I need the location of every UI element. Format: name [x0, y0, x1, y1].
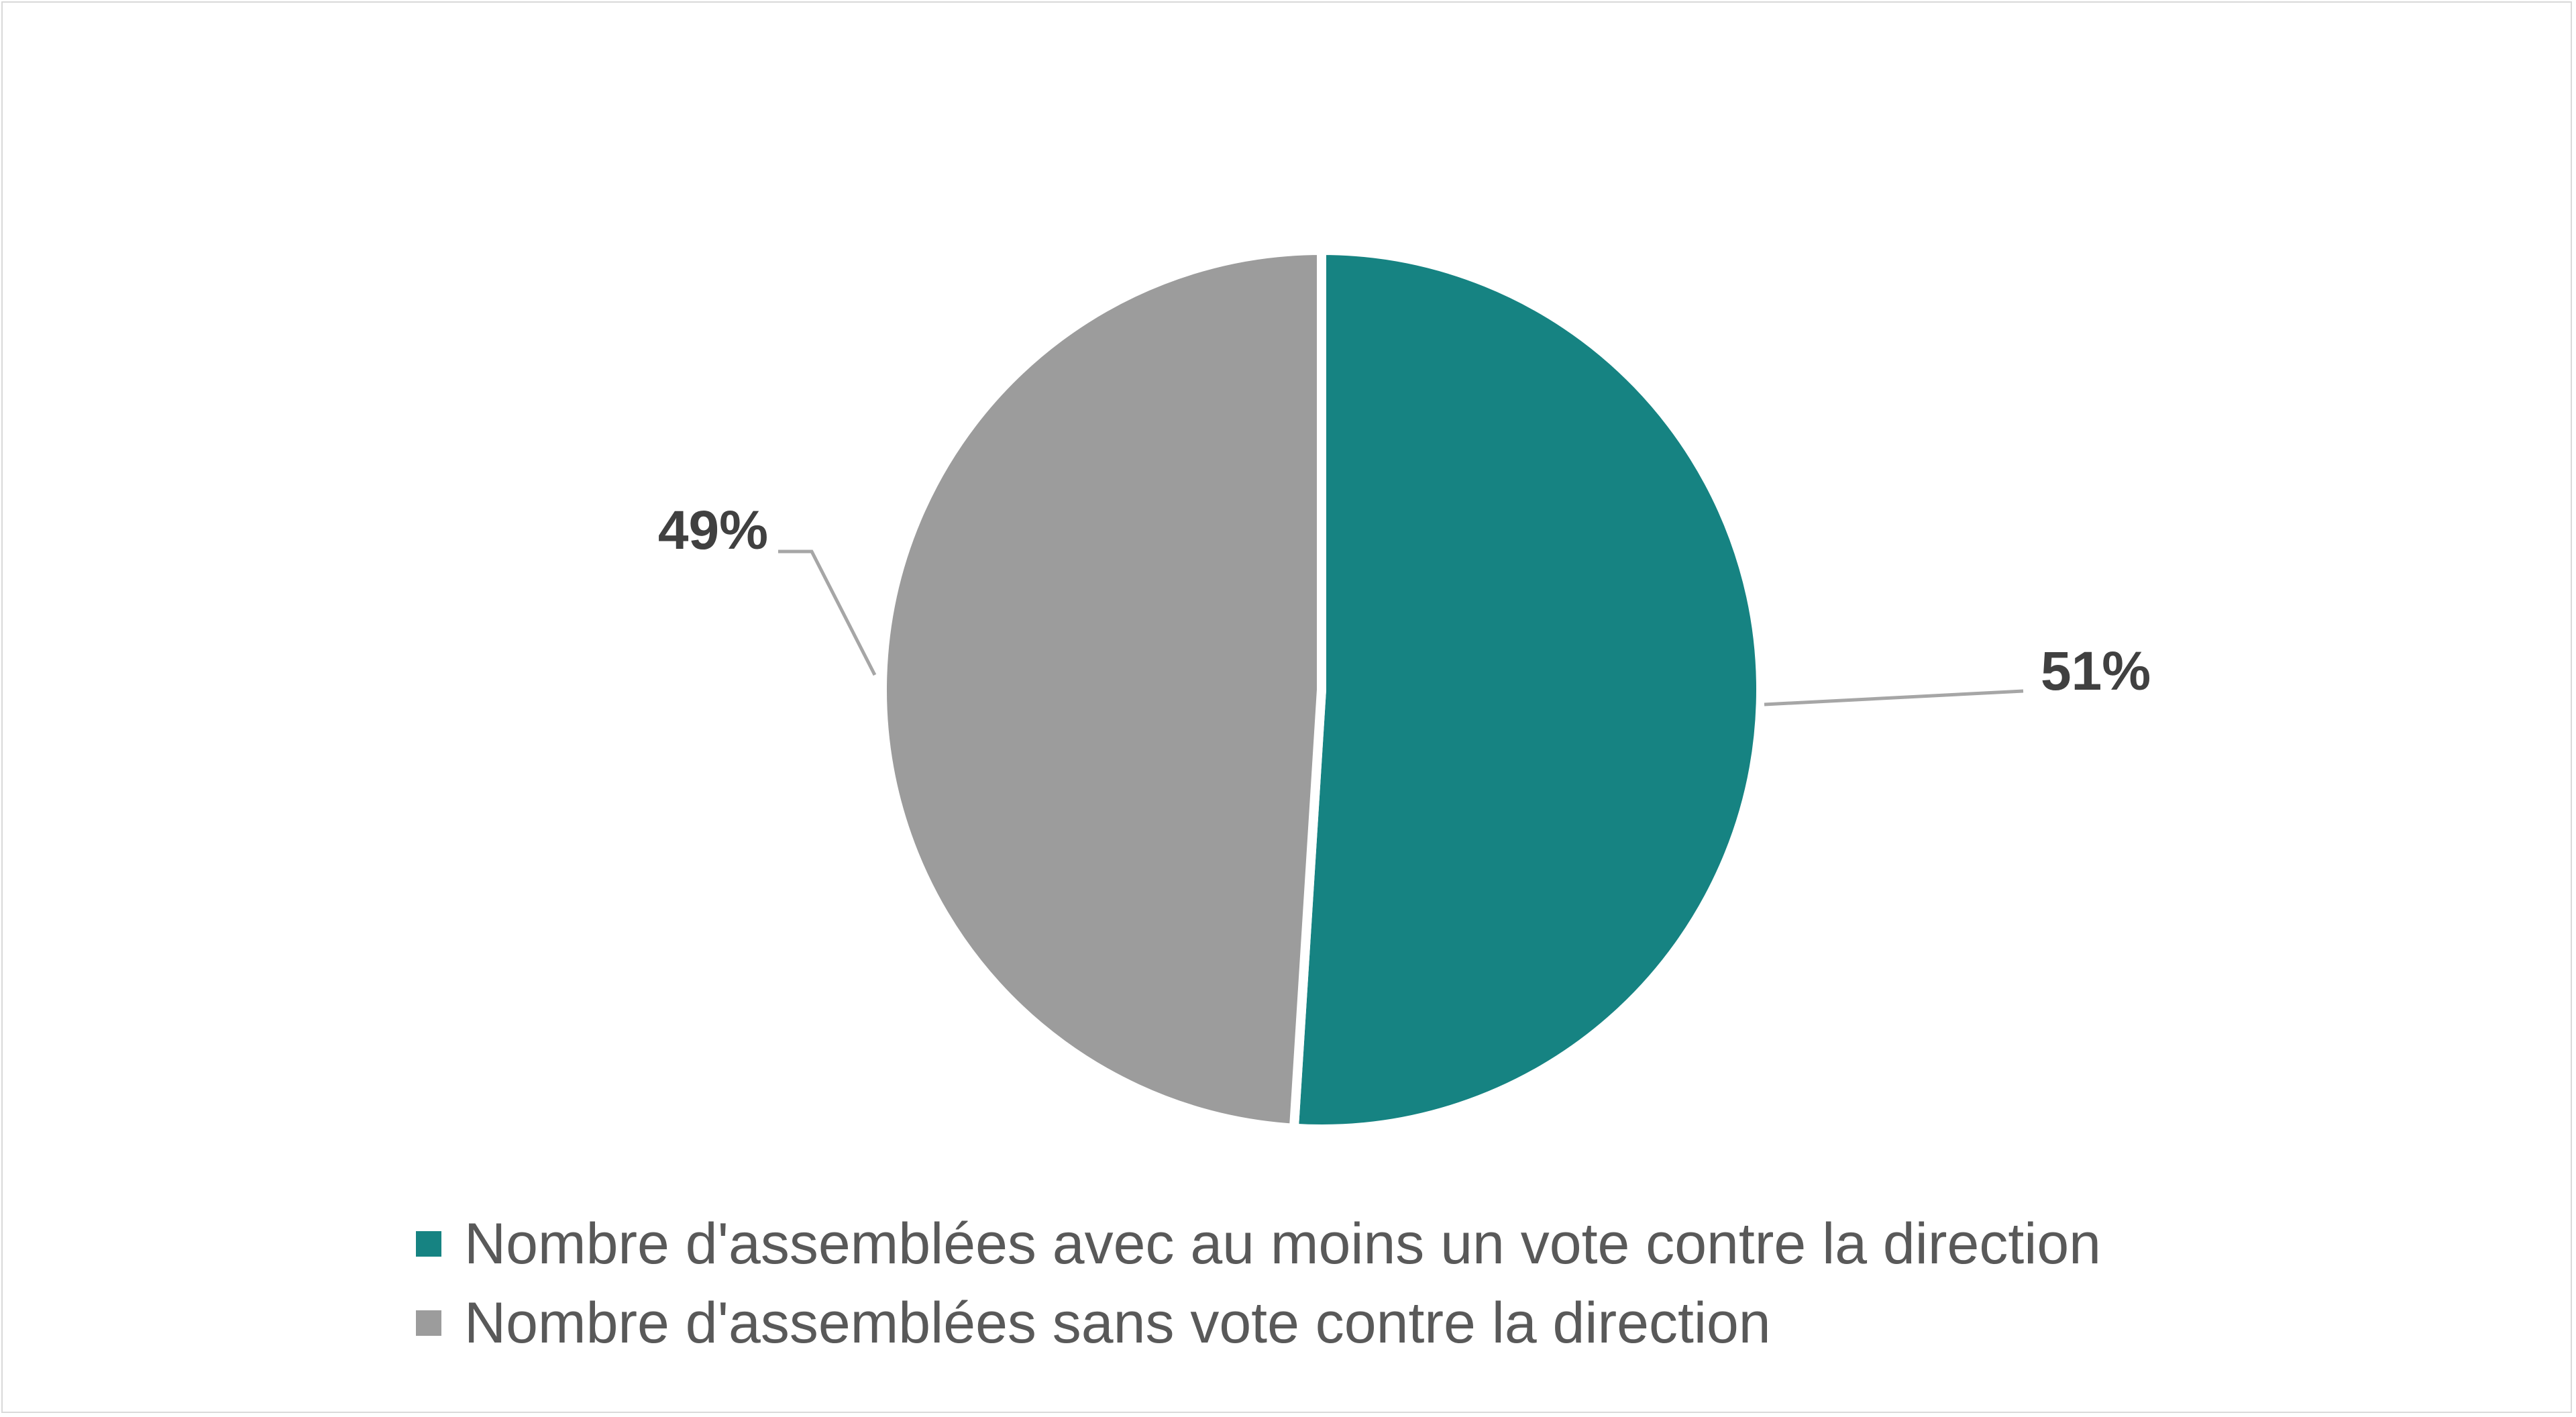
leader-line-slice-without-vote — [778, 549, 877, 676]
legend-item-without-vote: Nombre d'assemblées sans vote contre la … — [416, 1283, 2101, 1363]
leader-line-slice-with-vote — [1764, 689, 2024, 706]
pie-slices — [877, 246, 1766, 1134]
legend-label-without-vote: Nombre d'assemblées sans vote contre la … — [464, 1290, 1771, 1355]
slice-with-vote — [1289, 246, 1766, 1134]
slice-without-vote — [877, 246, 1326, 1133]
legend-item-with-vote: Nombre d'assemblées avec au moins un vot… — [416, 1204, 2101, 1283]
data-label-slice-with-vote: 51% — [2041, 641, 2151, 702]
leader-lines — [778, 549, 2024, 706]
legend-label-with-vote: Nombre d'assemblées avec au moins un vot… — [464, 1211, 2101, 1276]
legend-swatch-without-vote — [416, 1310, 441, 1336]
data-label-slice-without-vote: 49% — [658, 500, 768, 561]
data-labels: 51% 49% — [658, 500, 2151, 702]
legend: Nombre d'assemblées avec au moins un vot… — [416, 1204, 2101, 1363]
legend-swatch-with-vote — [416, 1231, 441, 1257]
